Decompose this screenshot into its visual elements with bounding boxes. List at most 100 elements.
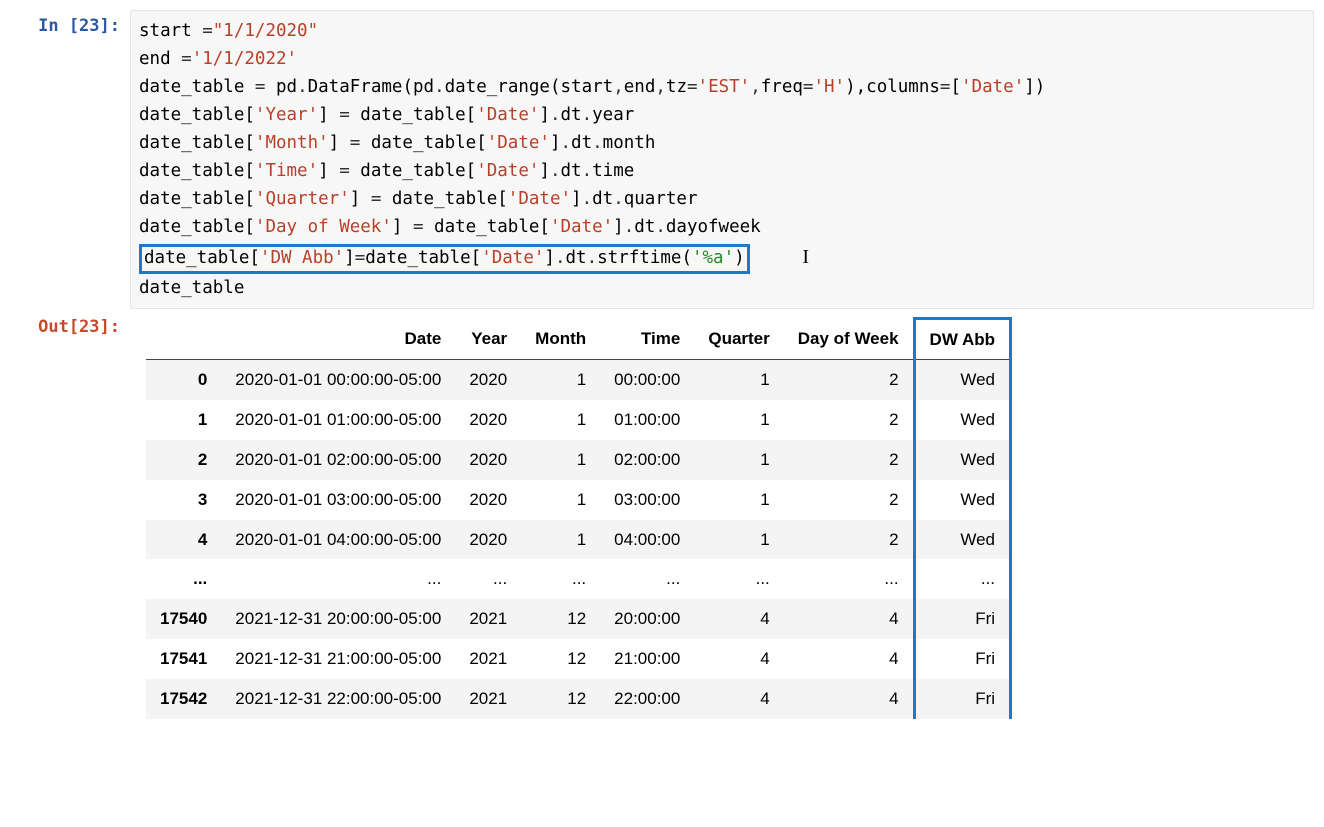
- code-token: [: [244, 105, 255, 125]
- code-token: pd: [413, 77, 434, 97]
- table-cell: 1: [694, 440, 783, 480]
- code-token: .: [297, 77, 308, 97]
- table-row: 22020-01-01 02:00:00-05:002020102:00:001…: [146, 440, 1011, 480]
- code-token: ]: [613, 217, 624, 237]
- table-cell: 4: [694, 639, 783, 679]
- table-row-index: 17541: [146, 639, 221, 679]
- code-token: [: [244, 217, 255, 237]
- code-token: .: [434, 77, 445, 97]
- code-token: strftime: [597, 248, 681, 268]
- code-token: dt: [566, 248, 587, 268]
- code-token: 'Date': [476, 105, 539, 125]
- table-cell: ...: [694, 559, 783, 599]
- code-token: ]: [544, 248, 555, 268]
- code-token: '%a': [692, 248, 734, 268]
- table-cell: 1: [694, 400, 783, 440]
- table-column-header: Time: [600, 318, 694, 360]
- code-token: 'EST': [698, 77, 751, 97]
- table-index-header: [146, 318, 221, 360]
- table-cell: Wed: [914, 360, 1010, 400]
- table-cell: Wed: [914, 520, 1010, 560]
- code-token: date_table: [434, 217, 539, 237]
- code-token: dt: [592, 189, 613, 209]
- table-cell: ...: [600, 559, 694, 599]
- table-cell: Wed: [914, 480, 1010, 520]
- code-token: ]): [1024, 77, 1045, 97]
- code-line: start ="1/1/2020": [139, 21, 318, 41]
- code-token: date_table: [139, 105, 244, 125]
- table-row: 42020-01-01 04:00:00-05:002020104:00:001…: [146, 520, 1011, 560]
- table-cell: 2021-12-31 21:00:00-05:00: [221, 639, 455, 679]
- code-token: .: [582, 189, 593, 209]
- table-cell: 2020-01-01 04:00:00-05:00: [221, 520, 455, 560]
- code-token: (: [402, 77, 413, 97]
- table-cell: 1: [521, 400, 600, 440]
- code-token: date_range: [445, 77, 550, 97]
- code-token: date_table: [144, 248, 249, 268]
- table-cell: 2021: [455, 599, 521, 639]
- code-token: .: [613, 189, 624, 209]
- code-token: month: [603, 133, 656, 153]
- code-token: 'Date': [481, 248, 544, 268]
- code-token: [: [466, 105, 477, 125]
- table-cell: ...: [455, 559, 521, 599]
- code-token: 'DW Abb': [260, 248, 344, 268]
- table-cell: 21:00:00: [600, 639, 694, 679]
- code-input-area[interactable]: start ="1/1/2020" end ='1/1/2022' date_t…: [130, 10, 1314, 309]
- table-cell: 2021-12-31 22:00:00-05:00: [221, 679, 455, 719]
- table-cell: 02:00:00: [600, 440, 694, 480]
- table-cell: 2021: [455, 679, 521, 719]
- code-token: end: [624, 77, 656, 97]
- table-cell: Wed: [914, 440, 1010, 480]
- table-cell: 2020-01-01 00:00:00-05:00: [221, 360, 455, 400]
- code-line: end ='1/1/2022': [139, 49, 297, 69]
- code-token: dayofweek: [666, 217, 761, 237]
- code-token: ]: [344, 248, 355, 268]
- table-cell: 1: [521, 360, 600, 400]
- code-token: dt: [561, 161, 582, 181]
- code-token: ]: [318, 105, 329, 125]
- code-token: quarter: [624, 189, 698, 209]
- code-token: .: [582, 105, 593, 125]
- code-token: date_table: [139, 77, 255, 97]
- code-token: 'Date': [550, 217, 613, 237]
- code-token: 'Date': [487, 133, 550, 153]
- table-cell: 12: [521, 639, 600, 679]
- table-cell: 1: [521, 480, 600, 520]
- code-token: =: [329, 161, 361, 181]
- table-column-header: Quarter: [694, 318, 783, 360]
- code-token: date_table: [139, 161, 244, 181]
- code-token: [: [244, 161, 255, 181]
- code-token: ,: [750, 77, 761, 97]
- code-token: =: [355, 248, 366, 268]
- table-cell: ...: [221, 559, 455, 599]
- table-cell: 2020: [455, 440, 521, 480]
- code-token: (: [550, 77, 561, 97]
- table-row-index: 0: [146, 360, 221, 400]
- code-line: date_table['Month'] = date_table['Date']…: [139, 133, 655, 153]
- table-cell: 03:00:00: [600, 480, 694, 520]
- code-token: date_table: [139, 189, 244, 209]
- code-token: ,: [655, 77, 666, 97]
- code-token: 'Year': [255, 105, 318, 125]
- table-cell: 22:00:00: [600, 679, 694, 719]
- table-cell: 4: [784, 679, 914, 719]
- table-cell: Wed: [914, 400, 1010, 440]
- code-token: ),: [845, 77, 866, 97]
- text-cursor-icon: I: [802, 246, 809, 268]
- table-cell: 2021-12-31 20:00:00-05:00: [221, 599, 455, 639]
- table-row-index: 17542: [146, 679, 221, 719]
- code-token: =: [360, 189, 392, 209]
- table-row-index: 2: [146, 440, 221, 480]
- code-token: .: [582, 161, 593, 181]
- code-token: =: [940, 77, 951, 97]
- code-token: [: [249, 248, 260, 268]
- code-token: date_table: [371, 133, 476, 153]
- table-cell: 2020: [455, 360, 521, 400]
- code-token: tz: [666, 77, 687, 97]
- table-cell: 2020-01-01 03:00:00-05:00: [221, 480, 455, 520]
- table-cell: 1: [694, 520, 783, 560]
- table-row-index: 17540: [146, 599, 221, 639]
- code-token: start: [561, 77, 614, 97]
- table-column-header: Day of Week: [784, 318, 914, 360]
